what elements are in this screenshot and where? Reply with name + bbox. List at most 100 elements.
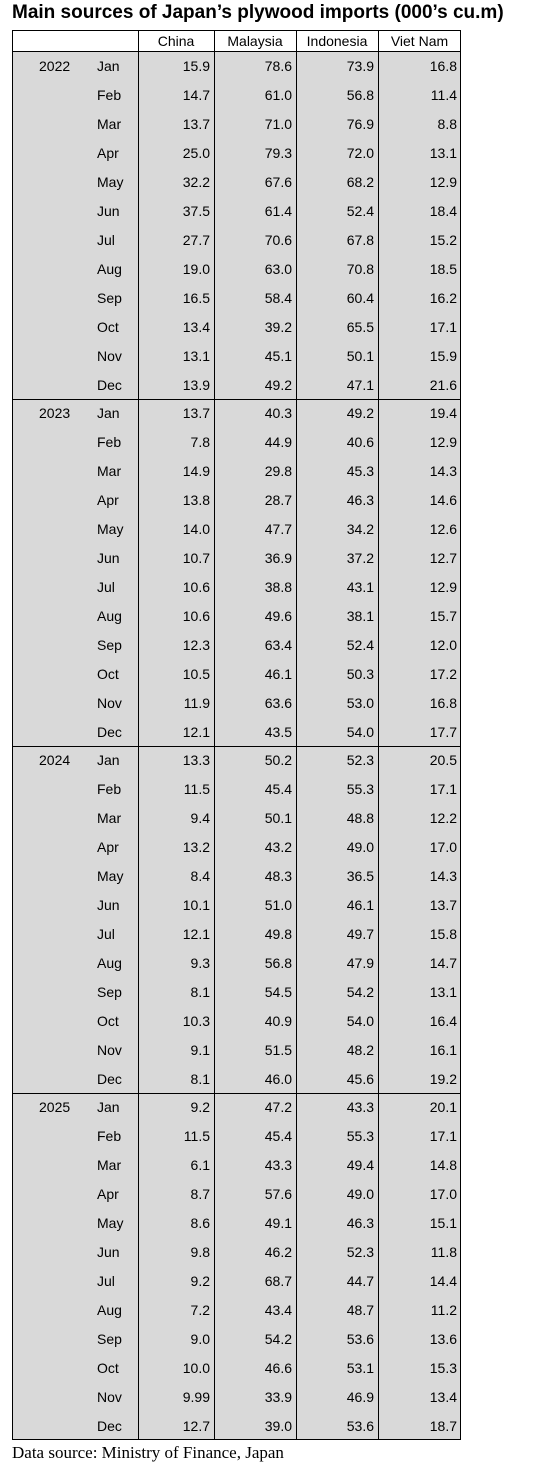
value-cell: 19.4 [429, 405, 457, 422]
month-label: Dec [97, 723, 122, 740]
value-cell: 14.6 [429, 492, 457, 509]
value-cell: 10.7 [182, 550, 210, 567]
value-cell: 13.8 [182, 492, 210, 509]
column-divider [138, 31, 139, 1439]
value-cell: 43.3 [264, 1157, 292, 1174]
value-cell: 18.5 [429, 260, 457, 277]
value-cell: 15.1 [429, 1215, 457, 1232]
value-cell: 72.0 [346, 145, 374, 162]
month-label: Mar [97, 1157, 122, 1174]
month-label: Nov [97, 347, 122, 364]
value-cell: 9.2 [190, 1272, 210, 1289]
value-cell: 65.5 [346, 318, 374, 335]
value-cell: 60.4 [346, 289, 374, 306]
value-cell: 54.0 [346, 723, 374, 740]
value-cell: 20.1 [429, 1099, 457, 1116]
value-cell: 43.4 [264, 1301, 292, 1318]
value-cell: 50.3 [346, 665, 374, 682]
value-cell: 17.0 [429, 839, 457, 856]
month-label: Jul [97, 925, 115, 942]
value-cell: 39.0 [264, 1417, 292, 1434]
value-cell: 44.7 [346, 1272, 374, 1289]
value-cell: 76.9 [346, 116, 374, 133]
table: China Malaysia Indonesia Viet Nam 2022 Jan 15.… [12, 30, 461, 1440]
year-label: 2025 [39, 1099, 71, 1116]
value-cell: 48.8 [346, 810, 374, 827]
month-label: Sep [97, 289, 122, 306]
value-cell: 12.6 [429, 521, 457, 538]
month-label: Jul [97, 231, 115, 248]
value-cell: 12.2 [429, 810, 457, 827]
value-cell: 43.2 [264, 839, 292, 856]
value-cell: 61.4 [264, 203, 292, 220]
group-divider [13, 399, 460, 400]
value-cell: 63.0 [264, 260, 292, 277]
month-label: Oct [97, 1012, 119, 1029]
value-cell: 49.8 [264, 925, 292, 942]
value-cell: 14.9 [182, 463, 210, 480]
value-cell: 46.6 [264, 1359, 292, 1376]
group-divider [13, 746, 460, 747]
value-cell: 10.1 [182, 897, 210, 914]
month-label: Jul [97, 578, 115, 595]
value-cell: 25.0 [182, 145, 210, 162]
value-cell: 46.9 [346, 1388, 374, 1405]
month-label: May [97, 174, 124, 191]
value-cell: 11.4 [430, 87, 457, 104]
month-label: Mar [97, 116, 122, 133]
value-cell: 48.2 [346, 1041, 374, 1058]
month-label: May [97, 868, 124, 885]
value-cell: 68.2 [346, 174, 374, 191]
value-cell: 51.5 [264, 1041, 292, 1058]
month-label: Mar [97, 463, 122, 480]
value-cell: 12.7 [182, 1417, 210, 1434]
value-cell: 53.6 [346, 1417, 374, 1434]
value-cell: 13.9 [182, 376, 210, 393]
value-cell: 8.1 [190, 983, 210, 1000]
value-cell: 48.3 [264, 868, 292, 885]
value-cell: 46.2 [264, 1244, 292, 1261]
value-cell: 11.9 [183, 694, 210, 711]
month-label: Feb [97, 434, 122, 451]
group-divider [13, 1093, 460, 1094]
value-cell: 28.7 [264, 492, 292, 509]
month-label: Jun [97, 1244, 120, 1261]
month-label: Jul [97, 1272, 115, 1289]
month-label: Aug [97, 260, 122, 277]
value-cell: 9.3 [190, 954, 210, 971]
value-cell: 53.0 [346, 694, 374, 711]
value-cell: 37.2 [346, 550, 374, 567]
value-cell: 45.4 [264, 1128, 292, 1145]
value-cell: 19.2 [429, 1070, 457, 1087]
value-cell: 38.1 [346, 607, 374, 624]
value-cell: 47.7 [264, 521, 292, 538]
value-cell: 27.7 [182, 231, 210, 248]
value-cell: 49.0 [346, 1186, 374, 1203]
value-cell: 13.1 [182, 347, 210, 364]
value-cell: 43.5 [264, 723, 292, 740]
month-label: Dec [97, 1417, 122, 1434]
value-cell: 50.1 [346, 347, 374, 364]
value-cell: 12.1 [182, 925, 210, 942]
value-cell: 17.2 [429, 665, 457, 682]
value-cell: 14.3 [429, 868, 457, 885]
value-cell: 11.5 [183, 781, 210, 798]
value-cell: 9.8 [190, 1244, 210, 1261]
value-cell: 46.3 [346, 1215, 374, 1232]
month-label: Jun [97, 897, 120, 914]
month-label: Jan [97, 752, 120, 769]
value-cell: 16.1 [429, 1041, 457, 1058]
value-cell: 15.9 [182, 58, 210, 75]
value-cell: 10.5 [182, 665, 210, 682]
value-cell: 17.0 [429, 1186, 457, 1203]
value-cell: 78.6 [264, 58, 292, 75]
value-cell: 17.7 [429, 723, 457, 740]
month-label: Oct [97, 665, 119, 682]
month-label: Aug [97, 954, 122, 971]
column-header: Malaysia [227, 33, 283, 49]
value-cell: 19.0 [182, 260, 210, 277]
value-cell: 13.7 [182, 405, 210, 422]
value-cell: 53.1 [346, 1359, 374, 1376]
value-cell: 58.4 [264, 289, 292, 306]
value-cell: 14.4 [429, 1272, 457, 1289]
